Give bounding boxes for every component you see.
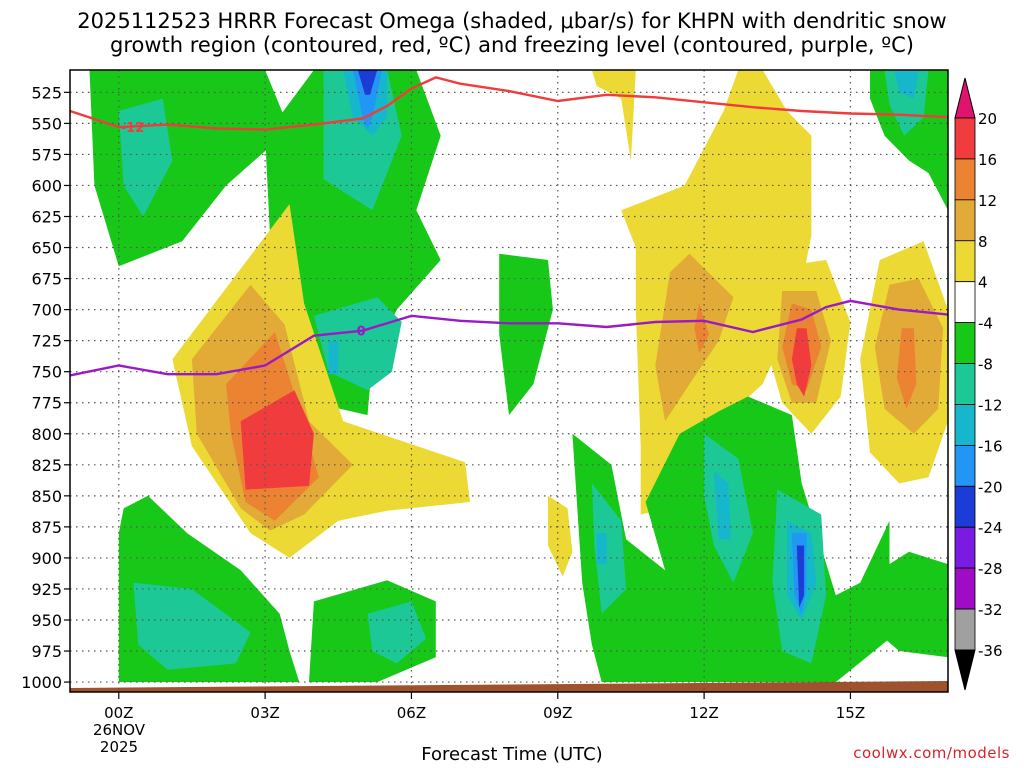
colorbar-label: 12 [978, 192, 997, 210]
colorbar-segment [954, 485, 976, 528]
colorbar-segment [954, 363, 976, 405]
x-tick-label: 12Z [689, 704, 718, 722]
y-tick-label: 975 [31, 642, 62, 661]
colorbar-segment [954, 444, 976, 487]
x-tick-label: 15Z [836, 704, 865, 722]
date-day: 26NOV [92, 721, 146, 739]
plot-frame [69, 69, 949, 693]
x-tick-label: 06Z [397, 704, 426, 722]
colorbar-segment [954, 281, 976, 324]
y-tick-label: 725 [31, 332, 62, 351]
x-tick-label: 09Z [543, 704, 572, 722]
dgz-contour-line [69, 76, 949, 131]
omega-region-24 [591, 483, 627, 614]
colorbar-segment [954, 322, 976, 364]
colorbar-segment [954, 404, 976, 446]
omega-region-1 [118, 98, 173, 217]
colorbar: 20 16 12 8 4 -4 -8 -12 -16 -20 -24 -28 -32 -36 [954, 77, 1003, 691]
colorbar-label: -28 [978, 560, 1003, 578]
colorbar-top-arrow [954, 77, 976, 119]
omega-region-17 [499, 253, 553, 416]
omega-region-5 [352, 70, 383, 130]
freezing-level-line [69, 299, 949, 377]
grid-layer [70, 70, 948, 692]
contour-lines-layer: -12 0 [69, 76, 949, 377]
colorbar-label: -20 [978, 478, 1003, 496]
omega-shading-layer [89, 70, 948, 683]
omega-region-6 [357, 70, 378, 95]
colorbar-segment [954, 567, 976, 610]
y-tick-label: 525 [31, 83, 62, 102]
omega-region-8 [328, 340, 339, 375]
omega-region-38 [896, 328, 917, 409]
omega-region-12 [240, 390, 314, 490]
freezing-level-label: 0 [357, 325, 366, 340]
colorbar-label: 16 [978, 151, 997, 169]
omega-region-21 [655, 253, 734, 422]
colorbar-label: -12 [978, 396, 1003, 414]
y-tick-label: 750 [31, 363, 62, 382]
y-tick-label: 600 [31, 176, 62, 195]
y-tick-label: 1000 [21, 673, 62, 692]
colorbar-label: -4 [978, 315, 993, 333]
colorbar-segment [954, 608, 976, 651]
colorbar-segment [954, 240, 976, 283]
omega-region-39 [870, 70, 948, 211]
omega-region-35 [791, 328, 812, 397]
x-tick-label: 03Z [250, 704, 279, 722]
y-tick-label: 850 [31, 487, 62, 506]
omega-region-19 [591, 70, 636, 161]
omega-region-42 [870, 551, 948, 658]
colorbar-label: -32 [978, 601, 1003, 619]
colorbar-segment [954, 158, 976, 201]
omega-region-22 [694, 303, 709, 354]
y-tick-label: 800 [31, 425, 62, 444]
y-tick-label: 900 [31, 549, 62, 568]
colorbar-segment [954, 117, 976, 160]
chart-title-line-2: growth region (contoured, red, ºC) and f… [110, 33, 914, 57]
y-tick-label: 950 [31, 611, 62, 630]
colorbar-label: -8 [978, 356, 993, 374]
x-tick-label: 00Z [104, 704, 133, 722]
colorbar-label: -16 [978, 437, 1003, 455]
omega-region-31 [796, 545, 805, 608]
omega-region-41 [894, 70, 919, 99]
colorbar-bottom-arrow [954, 649, 976, 691]
omega-region-14 [133, 582, 251, 670]
chart-title-line-1: 2025112523 HRRR Forecast Omega (shaded, … [77, 9, 947, 33]
colorbar-label: 20 [978, 110, 997, 128]
ground-strip [70, 681, 948, 692]
y-tick-label: 700 [31, 301, 62, 320]
x-axis-title: Forecast Time (UTC) [421, 744, 603, 765]
y-tick-label: 825 [31, 456, 62, 475]
date-stamp: 26NOV 2025 [84, 722, 154, 756]
y-tick-label: 625 [31, 207, 62, 226]
y-tick-label: 925 [31, 580, 62, 599]
dgz-contour-label: -12 [121, 121, 144, 136]
site-credit[interactable]: coolwx.com/models [853, 744, 1010, 762]
y-tick-label: 650 [31, 239, 62, 258]
y-tick-label: 675 [31, 270, 62, 289]
omega-region-0 [89, 70, 290, 267]
y-tick-label: 575 [31, 145, 62, 164]
axis-layer: 525 550 575 600 625 650 675 700 725 750 775 800 825 8… [21, 69, 949, 722]
date-year: 2025 [99, 738, 139, 756]
y-tick-label: 775 [31, 394, 62, 413]
colorbar-label: -36 [978, 642, 1003, 660]
omega-region-18 [548, 495, 573, 577]
y-tick-label: 550 [31, 114, 62, 133]
colorbar-label: 8 [978, 233, 988, 251]
omega-region-25 [596, 533, 607, 565]
colorbar-label: 4 [978, 274, 988, 292]
colorbar-label: -24 [978, 519, 1003, 537]
omega-region-40 [884, 70, 929, 136]
omega-region-27 [713, 471, 731, 540]
colorbar-segment [954, 526, 976, 569]
colorbar-segment [954, 199, 976, 242]
y-tick-label: 875 [31, 518, 62, 537]
